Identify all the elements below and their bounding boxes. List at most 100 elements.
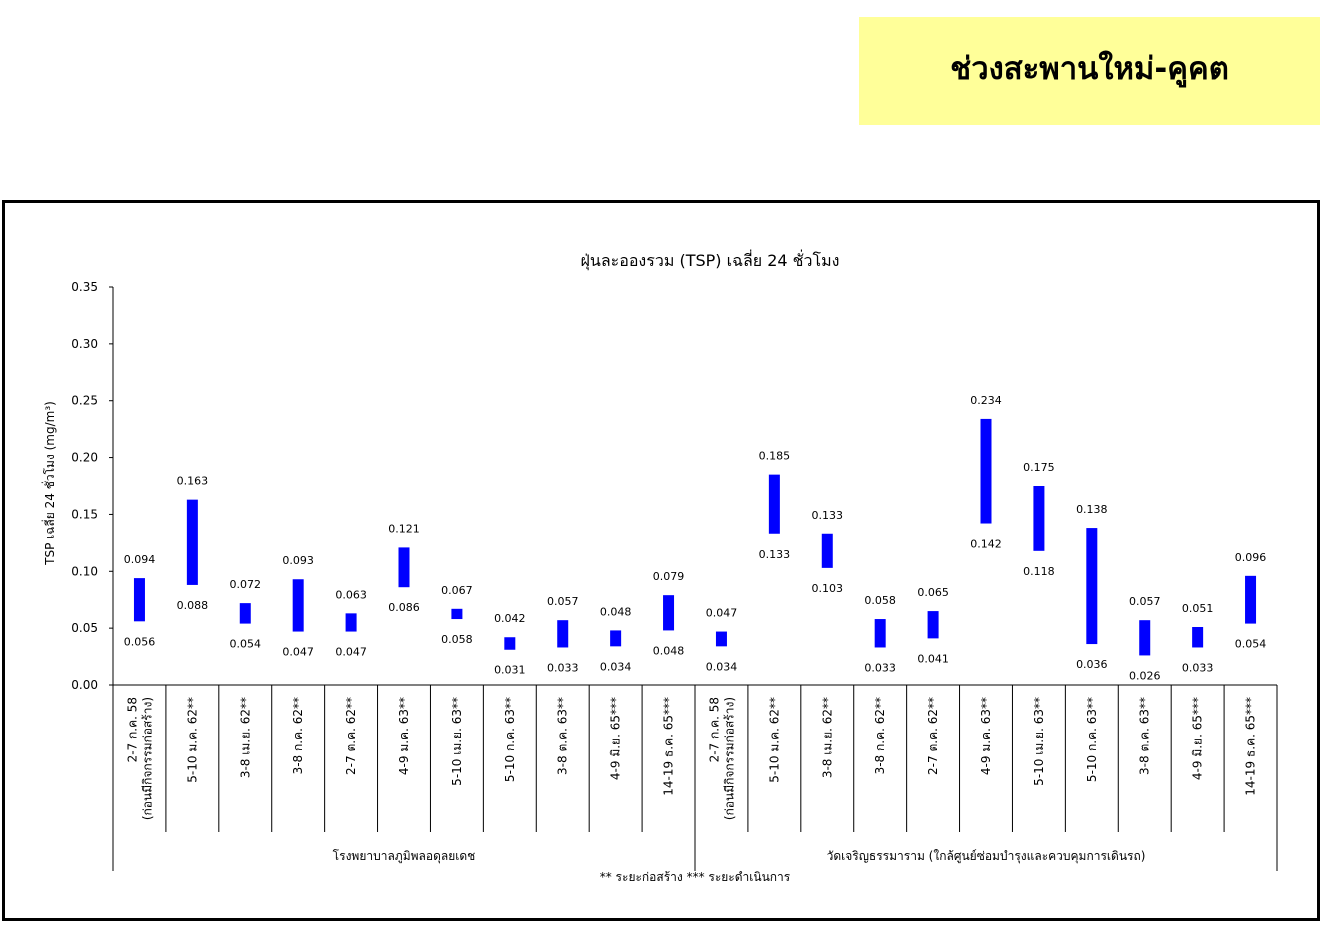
- range-bar: [1192, 627, 1204, 648]
- range-bar: [768, 474, 780, 534]
- category-label-line1: 3-8 เม.ย. 62**: [820, 697, 834, 778]
- chart-footnote: ** ระยะก่อสร้าง *** ระยะดำเนินการ: [600, 870, 791, 884]
- category-label-line1: 5-10 ม.ค. 62**: [185, 697, 199, 783]
- category-label: 5-10 ม.ค. 62**: [185, 697, 199, 783]
- axes: 0.00 0.05 0.10 0.15 0.20 0.25 0.30 0.35 2-7 ก.ค.…: [71, 280, 1278, 871]
- range-bar: [663, 595, 675, 631]
- category-label-line1: 3-8 เม.ย. 62**: [238, 697, 252, 778]
- max-value-label: 0.234: [970, 394, 1002, 407]
- range-bar: [345, 613, 357, 632]
- category-label: 3-8 เม.ย. 62**: [820, 697, 834, 778]
- category-label-line1: 2-7 ก.ค. 58: [125, 697, 139, 762]
- max-value-label: 0.185: [759, 450, 791, 463]
- y-tick-label: 0.10: [71, 564, 98, 578]
- range-bar: [451, 608, 463, 620]
- category-label: 3-8 ก.ค. 62**: [291, 697, 305, 774]
- min-value-label: 0.034: [706, 660, 738, 673]
- max-value-label: 0.048: [600, 605, 632, 618]
- category-label-line1: 5-10 เม.ย. 63**: [1032, 697, 1046, 786]
- min-value-label: 0.118: [1023, 565, 1055, 578]
- range-bar: [398, 547, 410, 588]
- max-value-label: 0.042: [494, 612, 526, 625]
- category-label-line1: 5-10 เม.ย. 63**: [450, 697, 464, 786]
- max-value-label: 0.138: [1076, 503, 1108, 516]
- category-label-line1: 2-7 ต.ค. 62**: [926, 697, 940, 775]
- category-label-line1: 3-8 ก.ค. 62**: [291, 697, 305, 774]
- max-value-label: 0.121: [388, 522, 420, 535]
- category-label: 2-7 ต.ค. 62**: [344, 697, 358, 775]
- category-label-line1: 5-10 ก.ค. 63**: [503, 697, 517, 782]
- category-label: 3-8 ก.ค. 62**: [873, 697, 887, 774]
- min-value-label: 0.058: [441, 633, 473, 646]
- max-value-label: 0.163: [177, 475, 209, 488]
- category-label: 14-19 ธ.ค. 65***: [662, 697, 676, 796]
- range-bar: [186, 499, 198, 585]
- min-value-label: 0.056: [124, 635, 156, 648]
- category-label-line1: 4-9 มิ.ย. 65***: [1191, 697, 1205, 780]
- range-bar: [610, 630, 622, 647]
- category-label: 4-9 มิ.ย. 65***: [609, 697, 623, 780]
- min-value-label: 0.026: [1129, 669, 1161, 682]
- max-value-label: 0.067: [441, 584, 473, 597]
- category-label: 5-10 เม.ย. 63**: [450, 697, 464, 786]
- range-bar: [927, 611, 939, 639]
- range-bar: [1245, 575, 1257, 624]
- category-label: 14-19 ธ.ค. 65***: [1244, 697, 1258, 796]
- category-label-line1: 5-10 ก.ค. 63**: [1085, 697, 1099, 782]
- page-title-box: ช่วงสะพานใหม่-คูคต: [859, 17, 1320, 125]
- y-tick-label: 0.05: [71, 621, 98, 635]
- y-tick-label: 0.00: [71, 678, 98, 692]
- category-label-line1: 3-8 ก.ค. 62**: [873, 697, 887, 774]
- max-value-label: 0.079: [653, 570, 685, 583]
- range-bar: [1139, 620, 1151, 656]
- min-value-label: 0.047: [282, 646, 314, 659]
- min-value-label: 0.103: [812, 582, 844, 595]
- category-label: 4-9 ม.ค. 63**: [979, 697, 993, 775]
- min-value-label: 0.086: [388, 601, 420, 614]
- min-value-label: 0.031: [494, 664, 526, 677]
- y-tick-label: 0.30: [71, 337, 98, 351]
- max-value-label: 0.057: [1129, 595, 1161, 608]
- group-label: โรงพยาบาลภูมิพลอดุลยเดช: [333, 849, 476, 864]
- min-value-label: 0.041: [917, 652, 949, 665]
- max-value-label: 0.047: [706, 607, 738, 620]
- category-label: 3-8 ต.ค. 63**: [1138, 697, 1152, 775]
- min-value-label: 0.033: [547, 661, 579, 674]
- max-value-label: 0.072: [230, 578, 262, 591]
- category-label: 5-10 เม.ย. 63**: [1032, 697, 1046, 786]
- category-label-line1: 2-7 ก.ค. 58: [707, 697, 721, 762]
- category-label-line1: 4-9 ม.ค. 63**: [979, 697, 993, 775]
- range-bar: [1033, 486, 1045, 551]
- y-tick-label: 0.15: [71, 507, 98, 521]
- min-value-label: 0.133: [759, 548, 791, 561]
- min-value-label: 0.036: [1076, 658, 1108, 671]
- tsp-chart: ฝุ่นละอองรวม (TSP) เฉลี่ย 24 ชั่วโมง TSP…: [41, 249, 1278, 884]
- group-label: วัดเจริญธรรมาราม (ใกล้ศูนย์ซ่อมบำรุงและค…: [827, 849, 1146, 864]
- category-label: 5-10 ก.ค. 63**: [1085, 697, 1099, 782]
- max-value-label: 0.093: [282, 554, 314, 567]
- category-label-line1: 3-8 ต.ค. 63**: [1138, 697, 1152, 775]
- category-label-line1: 3-8 ต.ค. 63**: [556, 697, 570, 775]
- min-value-label: 0.142: [970, 538, 1002, 551]
- min-value-label: 0.054: [230, 638, 262, 651]
- category-label: 2-7 ต.ค. 62**: [926, 697, 940, 775]
- max-value-label: 0.057: [547, 595, 579, 608]
- max-value-label: 0.096: [1235, 551, 1267, 564]
- max-value-label: 0.175: [1023, 461, 1055, 474]
- category-label: 2-7 ก.ค. 58 (ก่อนมีกิจกรรมก่อสร้าง): [125, 697, 154, 820]
- range-bar: [557, 620, 569, 648]
- category-label: 5-10 ก.ค. 63**: [503, 697, 517, 782]
- max-value-label: 0.133: [812, 509, 844, 522]
- category-label: 3-8 เม.ย. 62**: [238, 697, 252, 778]
- category-label: 5-10 ม.ค. 62**: [767, 697, 781, 783]
- max-value-label: 0.094: [124, 553, 156, 566]
- min-value-label: 0.054: [1235, 638, 1267, 651]
- category-label-line2: (ก่อนมีกิจกรรมก่อสร้าง): [140, 697, 154, 820]
- max-value-label: 0.065: [917, 586, 949, 599]
- range-bar: [821, 533, 833, 568]
- min-value-label: 0.088: [177, 599, 209, 612]
- max-value-label: 0.051: [1182, 602, 1214, 615]
- max-value-label: 0.063: [335, 588, 367, 601]
- min-value-label: 0.047: [335, 646, 367, 659]
- range-bar: [292, 579, 304, 632]
